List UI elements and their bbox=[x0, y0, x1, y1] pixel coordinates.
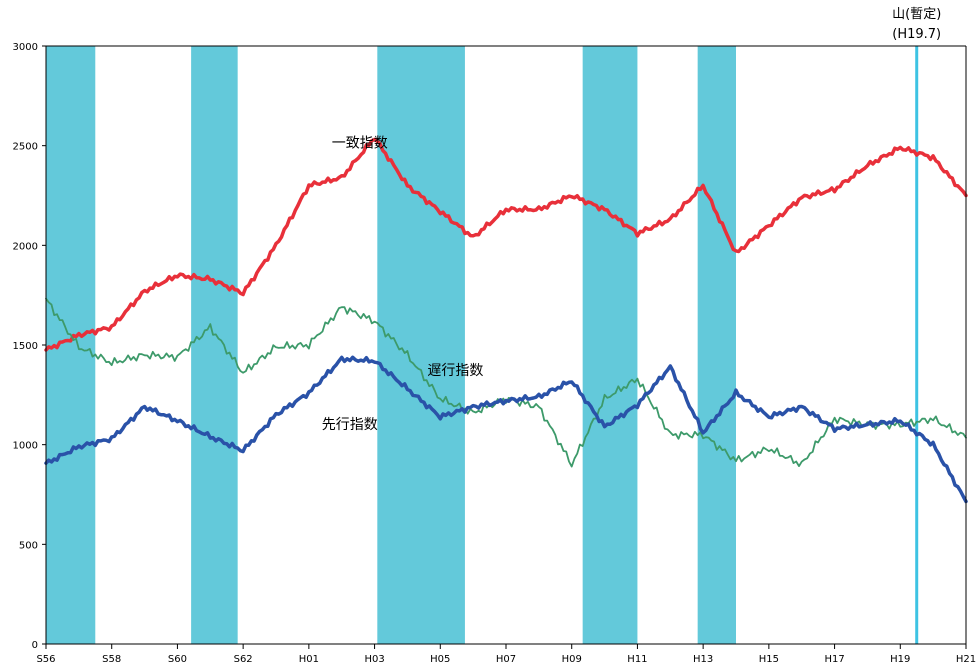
peak-marker-line bbox=[915, 46, 919, 644]
x-tick-label-0: S56 bbox=[36, 654, 55, 665]
x-tick-label-12: H17 bbox=[824, 654, 844, 665]
x-tick-label-10: H13 bbox=[693, 654, 713, 665]
y-tick-label-0: 0 bbox=[32, 640, 38, 651]
x-tick-label-3: S62 bbox=[234, 654, 253, 665]
series-lines bbox=[44, 137, 968, 504]
series-label-0: 一致指数 bbox=[332, 136, 388, 152]
y-tick-label-5: 2500 bbox=[13, 142, 38, 153]
x-tick-label-9: H11 bbox=[627, 654, 647, 665]
peak-label-line2: (H19.7) bbox=[892, 27, 941, 42]
peak-annotation: 山(暫定) (H19.7) bbox=[892, 7, 941, 42]
y-tick-label-2: 1000 bbox=[13, 441, 38, 452]
x-tick-label-11: H15 bbox=[759, 654, 779, 665]
recession-band-3 bbox=[582, 46, 638, 644]
series-label-1: 遅行指数 bbox=[427, 363, 483, 379]
y-tick-label-6: 3000 bbox=[13, 42, 38, 53]
recession-band-4 bbox=[697, 46, 736, 644]
x-tick-label-13: H19 bbox=[890, 654, 910, 665]
x-tick-label-1: S58 bbox=[102, 654, 121, 665]
peak-label-line1: 山(暫定) bbox=[892, 7, 941, 22]
recession-band-1 bbox=[191, 46, 238, 644]
x-tick-label-14: H21 bbox=[956, 654, 976, 665]
series-line-1 bbox=[45, 297, 967, 468]
series-line-0 bbox=[44, 137, 968, 352]
x-tick-label-8: H09 bbox=[562, 654, 582, 665]
series-line-2 bbox=[44, 355, 968, 504]
recession-bands bbox=[46, 46, 736, 644]
x-tick-label-7: H07 bbox=[496, 654, 516, 665]
x-tick-label-2: S60 bbox=[168, 654, 187, 665]
axes: 0 500 1000 1500 2000 2500 3000 S56 S58 S60 S62 H01 H… bbox=[13, 42, 976, 665]
y-tick-label-1: 500 bbox=[19, 540, 38, 551]
peak-marker-layer bbox=[915, 46, 919, 644]
y-tick-label-3: 1500 bbox=[13, 341, 38, 352]
x-tick-label-6: H05 bbox=[430, 654, 450, 665]
recession-band-2 bbox=[377, 46, 465, 644]
y-tick-label-4: 2000 bbox=[13, 241, 38, 252]
x-tick-label-5: H03 bbox=[364, 654, 384, 665]
x-tick-label-4: H01 bbox=[299, 654, 319, 665]
series-label-2: 先行指数 bbox=[322, 417, 378, 433]
